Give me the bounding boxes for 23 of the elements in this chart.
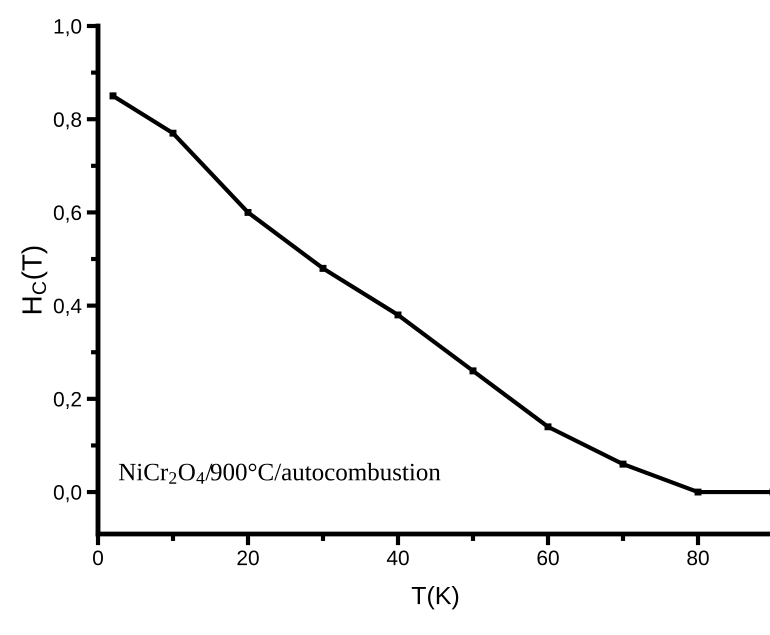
y-tick-label: 0,2 [54,392,81,410]
y-tick-label: 0,4 [54,298,82,316]
x-tick-label: 60 [537,550,559,566]
point [694,488,702,496]
point [544,423,552,430]
x-axis-title: T(K) [412,586,458,610]
point [244,208,252,216]
y-tick-label: 1,0 [54,19,82,36]
x-tick-label: 0 [93,550,103,566]
x-tick-label: 20 [237,550,259,566]
point [470,367,476,374]
point [394,311,402,318]
point [620,460,626,468]
y-tick-label: 0,6 [54,205,82,223]
point [320,264,326,272]
y-tick-label: 0,8 [54,112,82,130]
point [170,130,176,137]
annotation: NiCr$_{2}$O$_{4}$/900°C/autocombustion [118,462,440,484]
x-tick-label: 80 [687,550,709,566]
y-axis-title: H$_{C}$(T) [21,246,48,314]
x-tick-label: 40 [386,550,409,566]
y-tick-label: 0,0 [54,485,82,502]
point [110,92,116,100]
